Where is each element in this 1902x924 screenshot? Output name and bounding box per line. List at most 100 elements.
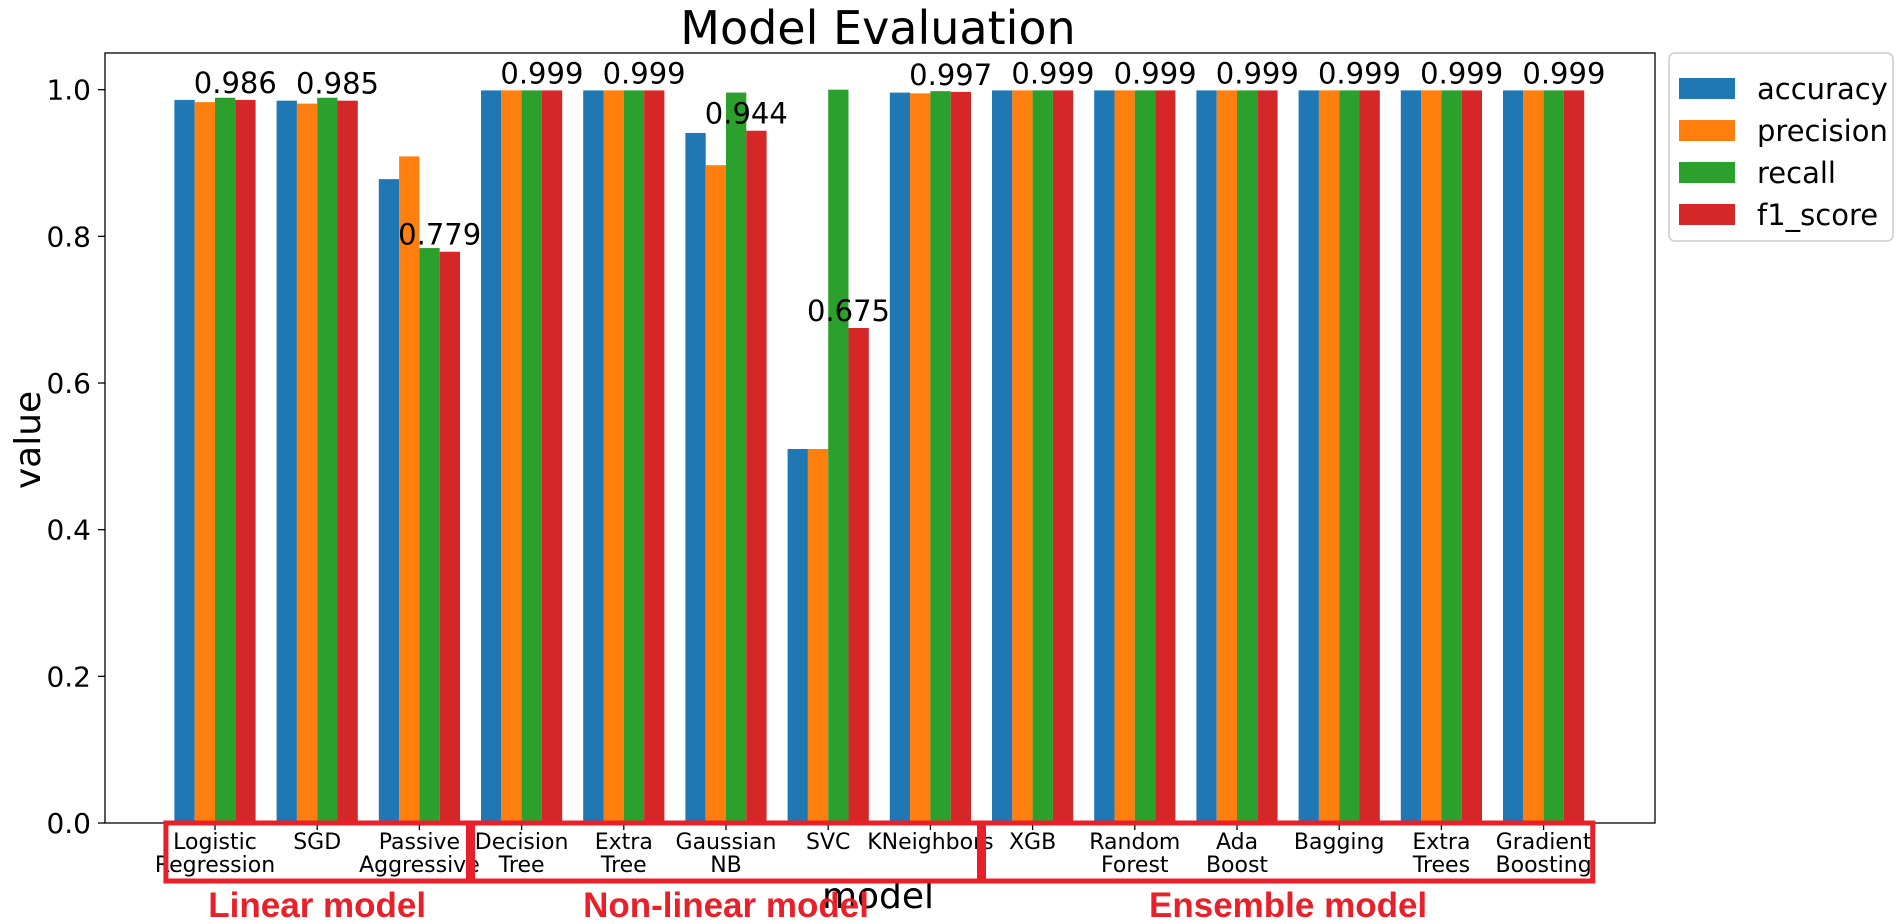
bar-recall-0 [215,97,236,823]
data-label-10: 0.999 [1216,56,1299,90]
data-label-3: 0.999 [500,56,583,90]
bar-f1_score-5 [746,130,767,823]
x-tick-label: Ada [1216,830,1258,855]
bar-precision-13 [1523,90,1544,823]
bar-recall-7 [930,91,951,824]
group-box-1 [470,820,982,884]
y-tick-label: 0.0 [46,807,91,840]
data-label-13: 0.999 [1522,56,1605,90]
legend-label-recall: recall [1757,156,1836,190]
y-axis: 0.0 0.2 0.4 0.6 0.8 1.0 [46,74,105,840]
bar-f1_score-13 [1563,90,1585,823]
legend-swatch-recall [1679,162,1735,183]
legend-swatch-f1_score [1679,204,1735,225]
bar-recall-8 [1032,90,1053,823]
x-tick-label: NB [710,853,742,878]
x-tick-label: Boosting [1496,853,1592,878]
bar-accuracy-4 [583,90,604,823]
bar-f1_score-1 [337,100,358,823]
x-tick-label: Boost [1206,853,1268,878]
bar-f1_score-6 [848,328,869,823]
data-label-12: 0.999 [1420,56,1503,90]
x-tick-label: Extra [595,830,653,855]
group-label-1: Non-linear model [583,886,869,924]
bar-precision-8 [1012,90,1033,823]
bar-precision-6 [807,449,829,823]
legend-swatch-accuracy [1679,78,1735,99]
data-label-0: 0.986 [194,66,277,100]
bar-f1_score-12 [1461,90,1482,823]
data-label-5: 0.944 [705,97,788,131]
y-tick-label: 0.6 [46,367,91,400]
bar-accuracy-3 [481,90,502,823]
bar-accuracy-11 [1298,90,1319,823]
bar-accuracy-13 [1503,90,1524,823]
bar-f1_score-3 [541,90,563,823]
x-tick-label: KNeighbors [867,830,993,855]
data-labels: 0.986 0.985 0.779 0.999 0.999 0.944 0.675 0.997… [194,56,1606,328]
y-tick-label: 0.2 [46,660,91,693]
bar-accuracy-6 [787,449,808,823]
chart-title: Model Evaluation [680,1,1075,55]
data-label-2: 0.779 [398,218,481,252]
bar-accuracy-7 [889,92,911,824]
bar-recall-5 [726,92,747,824]
bar-recall-10 [1237,90,1258,823]
legend-label-precision: precision [1757,114,1888,148]
data-label-4: 0.999 [603,56,686,90]
legend-frame [1668,52,1894,242]
x-tick-label: Logistic [173,830,257,855]
bar-recall-2 [419,248,440,824]
bar-accuracy-8 [992,90,1013,823]
y-tick-label: 0.8 [46,220,91,253]
bar-f1_score-0 [235,99,256,823]
x-tick-label: Trees [1412,853,1470,878]
x-tick-label: Forest [1101,853,1169,878]
bar-precision-7 [910,93,931,824]
y-axis-label: value [8,391,49,489]
data-label-1: 0.985 [296,67,379,101]
y-tick-label: 1.0 [46,74,91,107]
x-tick-label: Tree [600,853,647,878]
bar-accuracy-12 [1400,90,1422,823]
bar-f1_score-7 [950,91,971,823]
bar-recall-13 [1543,90,1564,823]
data-label-8: 0.999 [1011,56,1094,90]
bar-recall-9 [1134,90,1156,823]
bar-f1_score-2 [439,251,460,823]
bar-accuracy-1 [276,100,297,823]
legend-swatch-precision [1679,120,1735,141]
x-tick-label: Extra [1412,830,1470,855]
x-tick-label: SGD [293,830,341,855]
bar-f1_score-11 [1359,90,1380,823]
bar-f1_score-4 [644,90,665,823]
bar-precision-12 [1421,90,1442,823]
bar-recall-12 [1441,90,1462,823]
x-tick-label: Aggressive [359,853,480,878]
bar-precision-9 [1114,90,1135,823]
bar-f1_score-9 [1155,90,1176,823]
bar-recall-3 [521,90,542,823]
group-box-0 [163,820,471,884]
x-tick-label: SVC [806,830,850,855]
group-label-0: Linear model [208,886,426,924]
bar-precision-4 [603,90,624,823]
legend: accuracy precision recall f1_score [1668,52,1894,242]
bars-layer [174,89,1585,824]
group-label-2: Ensemble model [1149,886,1427,924]
bar-accuracy-10 [1196,90,1217,823]
bar-precision-2 [399,156,420,823]
x-tick-label: Decision [475,830,569,855]
x-tick-label: Gradient [1496,830,1592,855]
data-label-9: 0.999 [1114,56,1197,90]
x-tick-label: Gaussian [676,830,777,855]
bar-precision-0 [194,102,215,824]
bar-recall-11 [1339,90,1360,823]
group-box-2 [981,820,1596,884]
bar-f1_score-8 [1052,90,1074,823]
bar-recall-1 [317,97,338,823]
y-tick-label: 0.4 [46,514,91,547]
